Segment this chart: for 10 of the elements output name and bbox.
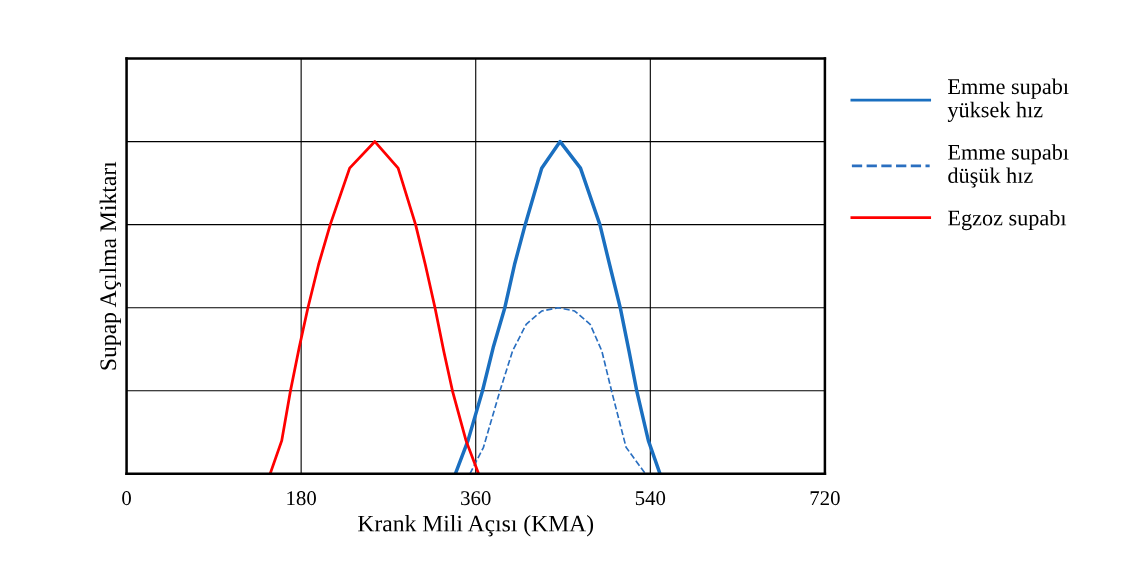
legend-label: Emme supabı düşük hız — [948, 144, 1069, 188]
x-tick-label: 360 — [461, 491, 491, 506]
x-tick-label: 720 — [810, 491, 840, 506]
x-tick-label: 180 — [287, 491, 316, 506]
x-tick-label: 540 — [635, 491, 666, 506]
x-axis-title: Krank Mili Açısı (KMA) — [358, 514, 594, 537]
y-axis-title: Supap Açılma Miktarı — [99, 161, 121, 370]
legend-label: Egzoz supabı — [948, 209, 1067, 231]
x-tick-label: 0 — [122, 491, 131, 506]
legend-label: Emme supabı yüksek hız — [947, 78, 1069, 122]
